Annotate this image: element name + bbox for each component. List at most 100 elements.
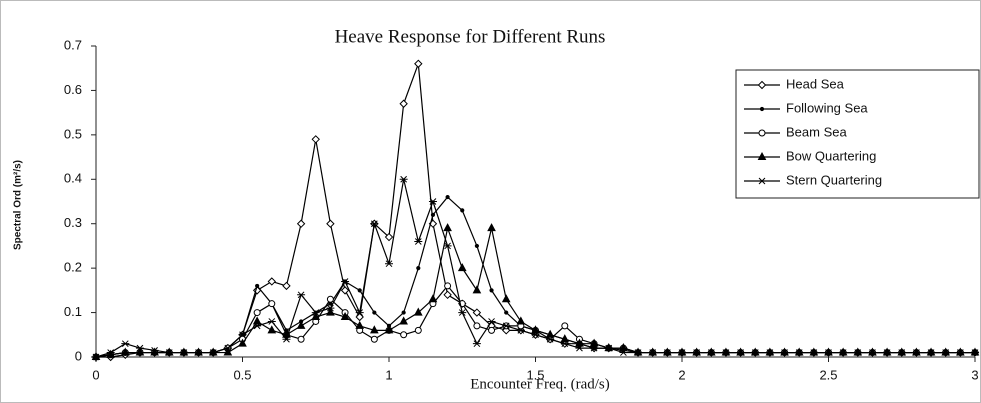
marker	[370, 220, 379, 228]
marker	[504, 310, 509, 315]
marker	[780, 347, 789, 356]
y-tick-label: 0.2	[64, 260, 82, 275]
marker	[853, 347, 863, 356]
marker	[912, 347, 921, 356]
marker	[721, 347, 731, 356]
marker	[179, 349, 188, 356]
marker	[326, 295, 334, 303]
marker	[795, 349, 804, 356]
marker	[238, 331, 247, 339]
marker	[399, 99, 408, 108]
marker	[194, 347, 203, 356]
marker	[267, 318, 276, 325]
legend-box	[735, 69, 980, 199]
marker	[604, 344, 613, 352]
marker	[809, 347, 819, 356]
marker	[971, 349, 979, 356]
marker	[759, 106, 765, 112]
marker	[780, 349, 789, 356]
marker	[414, 238, 423, 245]
marker	[311, 309, 320, 316]
y-tick-label: 0.4	[64, 171, 82, 186]
marker	[634, 349, 643, 356]
marker	[824, 347, 833, 356]
marker	[297, 291, 306, 299]
marker	[135, 347, 145, 356]
series	[92, 175, 979, 361]
marker	[296, 320, 306, 329]
marker	[941, 349, 950, 356]
marker	[384, 325, 394, 334]
marker	[590, 344, 599, 352]
marker	[575, 344, 584, 352]
chart-title: Heave Response for Different Runs	[335, 26, 606, 47]
marker	[400, 331, 408, 339]
marker	[282, 281, 291, 291]
marker	[384, 232, 394, 242]
marker	[370, 325, 379, 334]
y-tick-label: 0.7	[64, 37, 82, 52]
marker	[721, 349, 730, 356]
marker	[238, 338, 247, 347]
marker	[413, 307, 423, 316]
marker	[853, 349, 862, 356]
marker	[956, 347, 965, 356]
y-tick-label: 0.5	[64, 126, 82, 141]
marker	[223, 347, 233, 356]
marker	[941, 347, 951, 356]
marker	[619, 349, 628, 356]
marker	[489, 288, 494, 293]
marker	[372, 310, 377, 315]
marker	[736, 349, 745, 356]
marker	[296, 219, 306, 228]
marker	[253, 309, 261, 317]
marker	[487, 223, 496, 232]
marker	[487, 318, 496, 325]
legend: Head Sea Following Sea Beam Sea Bow Quarter…	[735, 69, 980, 199]
marker	[150, 346, 159, 354]
marker	[311, 311, 321, 321]
marker	[443, 223, 452, 232]
marker	[355, 320, 365, 329]
marker	[736, 347, 745, 356]
marker	[619, 343, 628, 352]
y-tick-label: 0	[75, 348, 82, 363]
x-tick-label: 0	[92, 367, 99, 382]
marker	[341, 278, 350, 285]
marker	[897, 349, 906, 356]
marker	[267, 277, 277, 286]
marker	[633, 347, 643, 356]
marker	[531, 325, 540, 334]
marker	[912, 349, 921, 356]
marker	[428, 198, 437, 205]
x-tick-label: 0.5	[233, 367, 251, 382]
marker	[926, 347, 936, 356]
marker	[663, 347, 672, 356]
marker	[460, 208, 465, 213]
marker	[868, 349, 877, 356]
marker	[757, 80, 767, 90]
marker	[473, 322, 481, 330]
marker	[546, 335, 555, 343]
x-axis-label: Encounter Freq. (rad/s)	[470, 376, 610, 392]
marker	[399, 316, 408, 325]
marker	[340, 286, 350, 295]
marker	[444, 282, 452, 290]
marker	[575, 338, 584, 347]
marker	[326, 304, 335, 312]
marker	[326, 307, 335, 316]
y-axis-label: Spectral Ord (m²/s)	[13, 160, 24, 250]
marker	[428, 294, 438, 303]
marker	[223, 344, 232, 352]
marker	[757, 151, 767, 160]
marker	[135, 344, 144, 352]
marker	[179, 347, 189, 356]
marker	[121, 340, 130, 348]
marker	[443, 242, 452, 250]
marker	[385, 260, 393, 268]
marker	[414, 326, 422, 334]
marker	[445, 194, 450, 200]
marker	[501, 294, 511, 303]
marker	[809, 349, 818, 356]
